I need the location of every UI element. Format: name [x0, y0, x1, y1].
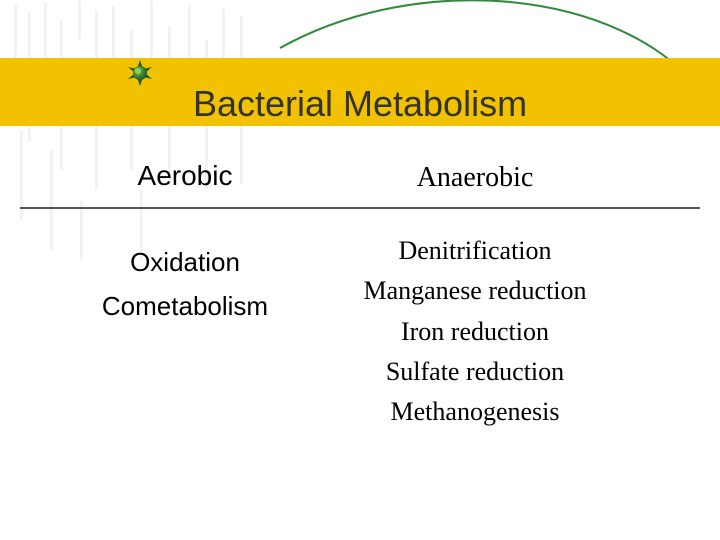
column-header-anaerobic: Anaerobic: [375, 162, 575, 194]
column-left-header-wrap: Aerobic: [115, 160, 255, 200]
slide-title: Bacterial Metabolism: [193, 83, 527, 124]
column-right-items: Denitrification Manganese reduction Iron…: [320, 231, 630, 432]
bullet-icon: [127, 60, 153, 86]
column-header-aerobic: Aerobic: [115, 160, 255, 192]
column-left-items: Oxidation Cometabolism: [75, 240, 295, 328]
title-bar: Bacterial Metabolism: [0, 58, 720, 126]
list-item: Cometabolism: [75, 284, 295, 328]
list-item: Iron reduction: [320, 312, 630, 352]
list-item: Denitrification: [320, 231, 630, 271]
divider-line: [20, 207, 700, 209]
slide: Bacterial Metabolism Aerobic Anaerobic: [0, 0, 720, 540]
list-item: Manganese reduction: [320, 271, 630, 311]
list-item: Oxidation: [75, 240, 295, 284]
list-item: Methanogenesis: [320, 392, 630, 432]
list-item: Sulfate reduction: [320, 352, 630, 392]
column-right-header-wrap: Anaerobic: [375, 162, 575, 202]
